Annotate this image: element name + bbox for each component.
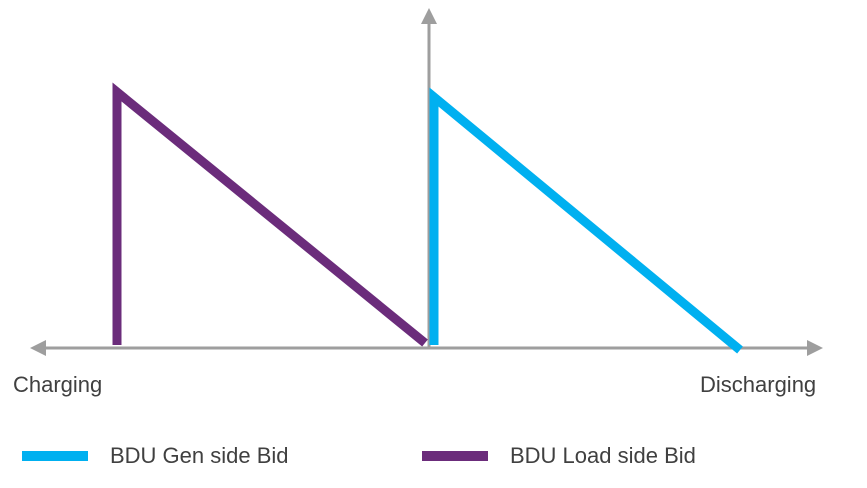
- discharging-label: Discharging: [700, 372, 817, 397]
- legend-swatch-load-side: [422, 451, 488, 461]
- load-side-bid-curve: [112, 82, 428, 347]
- legend-label-load-side: BDU Load side Bid: [510, 443, 696, 468]
- legend-item-load-side: BDU Load side Bid: [422, 441, 696, 471]
- x-axis-left-arrowhead: [30, 340, 46, 356]
- legend-swatch-gen-side: [22, 451, 88, 461]
- legend-item-gen-side: BDU Gen side Bid: [22, 441, 289, 471]
- x-axis-right-arrowhead: [807, 340, 823, 356]
- gen-side-bid-curve: [429, 87, 743, 354]
- legend-label-gen-side: BDU Gen side Bid: [110, 443, 289, 468]
- charging-label: Charging: [13, 372, 103, 397]
- y-axis-top-arrowhead: [421, 8, 437, 24]
